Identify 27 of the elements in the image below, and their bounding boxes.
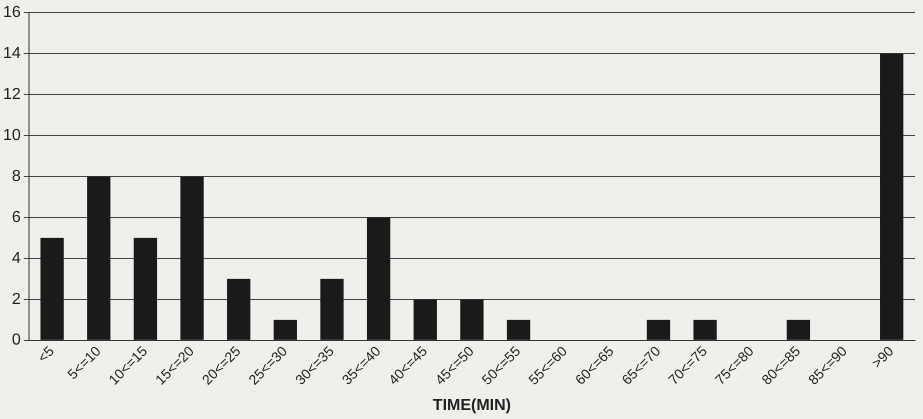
y-tick-label: 6 [12, 208, 21, 226]
bar [366, 217, 390, 340]
bar [180, 176, 204, 340]
bar [40, 238, 64, 340]
bar [786, 320, 810, 340]
y-tick-label: 16 [3, 4, 21, 22]
bar [880, 54, 904, 340]
x-tick-label: <5 [34, 342, 58, 366]
y-tick-label: 12 [3, 86, 21, 103]
y-tick-label: 14 [3, 44, 21, 62]
y-tick-label: 4 [12, 250, 21, 267]
bar [693, 320, 717, 340]
x-tick-label: >90 [868, 342, 897, 371]
bar [134, 238, 158, 340]
y-tick-label: 0 [12, 332, 21, 349]
bar [320, 278, 344, 340]
y-tick-label: 10 [3, 126, 21, 144]
y-tick-label: 2 [12, 290, 21, 308]
bar [227, 278, 250, 340]
x-axis-title: TIME(MIN) [432, 396, 511, 414]
bar [460, 299, 484, 340]
bar [414, 299, 437, 340]
y-tick-label: 8 [12, 168, 21, 185]
bar [274, 320, 297, 340]
bar [87, 176, 110, 340]
bar [506, 320, 530, 340]
bar [646, 320, 670, 340]
